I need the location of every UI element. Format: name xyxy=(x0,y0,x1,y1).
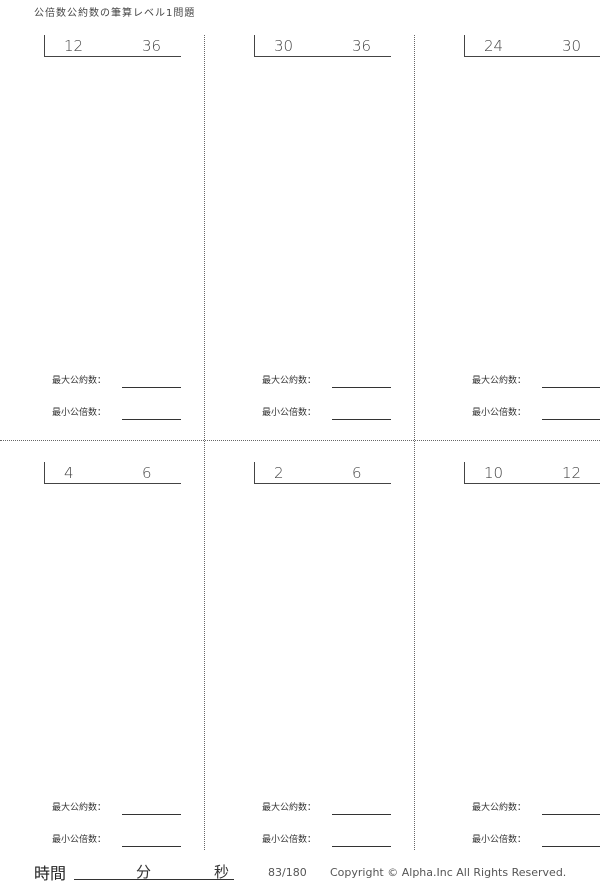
division-bracket xyxy=(464,462,600,484)
division-bracket xyxy=(464,35,600,57)
lcm-label: 最小公倍数： xyxy=(262,408,317,418)
gcd-label: 最大公約数： xyxy=(472,803,527,813)
seconds-label: 秒 xyxy=(214,863,230,881)
number-b: 6 xyxy=(142,464,152,482)
minutes-label: 分 xyxy=(136,863,152,881)
problem-cell: 30 36 最大公約数： 最小公倍数： xyxy=(244,35,454,435)
lcm-answer-line[interactable] xyxy=(542,833,600,847)
number-a: 24 xyxy=(484,37,504,55)
gcd-label: 最大公約数： xyxy=(472,376,527,386)
lcm-label: 最小公倍数： xyxy=(52,408,107,418)
division-bracket xyxy=(254,35,391,57)
lcm-label: 最小公倍数： xyxy=(262,835,317,845)
lcm-label: 最小公倍数： xyxy=(472,835,527,845)
division-bracket xyxy=(44,35,181,57)
row-divider xyxy=(0,440,600,441)
number-b: 6 xyxy=(352,464,362,482)
page-number: 83/180 xyxy=(268,866,307,879)
number-a: 12 xyxy=(64,37,84,55)
worksheet-title: 公倍数公約数の筆算レベル1問題 xyxy=(34,8,196,19)
division-bracket xyxy=(254,462,391,484)
gcd-label: 最大公約数： xyxy=(262,803,317,813)
time-answer-line[interactable] xyxy=(74,879,234,880)
lcm-answer-line[interactable] xyxy=(542,406,600,420)
problem-cell: 10 12 最大公約数： 最小公倍数： xyxy=(454,462,600,862)
lcm-label: 最小公倍数： xyxy=(472,408,527,418)
gcd-answer-line[interactable] xyxy=(332,374,391,388)
number-b: 36 xyxy=(142,37,162,55)
number-b: 36 xyxy=(352,37,372,55)
lcm-answer-line[interactable] xyxy=(332,833,391,847)
number-a: 2 xyxy=(274,464,284,482)
gcd-label: 最大公約数： xyxy=(52,803,107,813)
lcm-label: 最小公倍数： xyxy=(52,835,107,845)
problem-cell: 2 6 最大公約数： 最小公倍数： xyxy=(244,462,454,862)
time-label: 時間 xyxy=(34,864,67,883)
column-divider xyxy=(204,35,205,850)
column-divider xyxy=(414,35,415,850)
lcm-answer-line[interactable] xyxy=(122,406,181,420)
copyright: Copyright © Alpha.Inc All Rights Reserve… xyxy=(330,866,567,879)
gcd-answer-line[interactable] xyxy=(332,801,391,815)
division-bracket xyxy=(44,462,181,484)
number-b: 12 xyxy=(562,464,582,482)
problem-cell: 12 36 最大公約数： 最小公倍数： xyxy=(34,35,244,435)
lcm-answer-line[interactable] xyxy=(332,406,391,420)
gcd-answer-line[interactable] xyxy=(542,374,600,388)
lcm-answer-line[interactable] xyxy=(122,833,181,847)
gcd-label: 最大公約数： xyxy=(262,376,317,386)
problem-cell: 24 30 最大公約数： 最小公倍数： xyxy=(454,35,600,435)
problem-cell: 4 6 最大公約数： 最小公倍数： xyxy=(34,462,244,862)
gcd-label: 最大公約数： xyxy=(52,376,107,386)
number-b: 30 xyxy=(562,37,582,55)
gcd-answer-line[interactable] xyxy=(542,801,600,815)
number-a: 30 xyxy=(274,37,294,55)
number-a: 4 xyxy=(64,464,74,482)
gcd-answer-line[interactable] xyxy=(122,374,181,388)
gcd-answer-line[interactable] xyxy=(122,801,181,815)
number-a: 10 xyxy=(484,464,504,482)
